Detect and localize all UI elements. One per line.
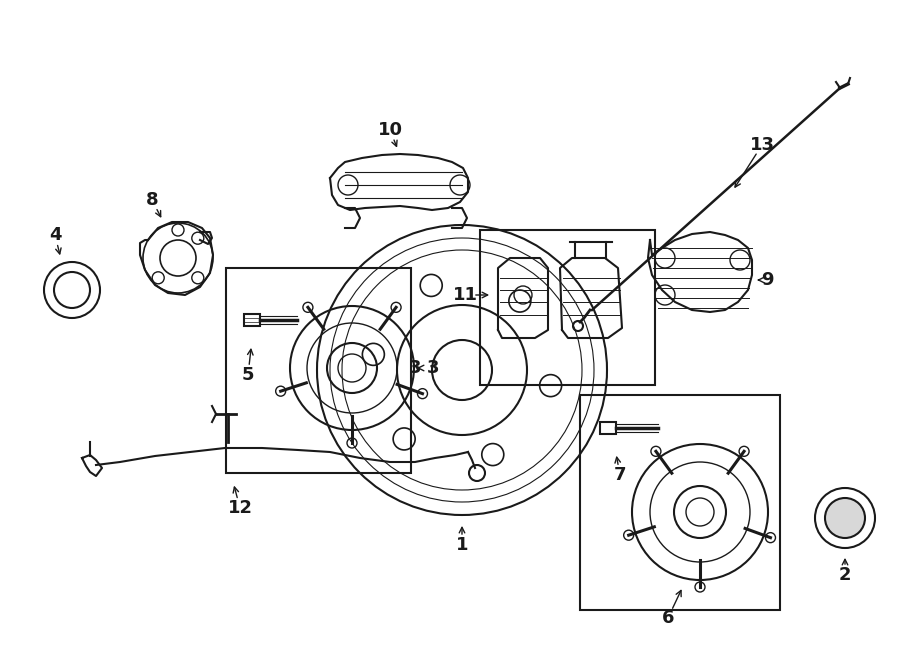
Bar [600, 422, 616, 434]
Text: 5: 5 [242, 366, 254, 384]
Text: 13: 13 [750, 136, 775, 154]
Text: 4: 4 [49, 226, 61, 244]
Text: 3: 3 [409, 359, 421, 377]
Text: 2: 2 [839, 566, 851, 584]
Bar [580, 395, 780, 610]
Text: 8: 8 [146, 191, 158, 209]
Text: 9: 9 [760, 271, 773, 289]
Bar [226, 268, 411, 473]
Bar [244, 314, 260, 326]
Text: 7: 7 [614, 466, 626, 484]
Text: 11: 11 [453, 286, 478, 304]
Text: 10: 10 [377, 121, 402, 139]
Text: 3: 3 [427, 359, 439, 377]
Circle shape [825, 498, 865, 538]
Text: 12: 12 [228, 499, 253, 517]
Text: 1: 1 [455, 536, 468, 554]
Text: 6: 6 [662, 609, 674, 627]
Bar [480, 230, 655, 385]
